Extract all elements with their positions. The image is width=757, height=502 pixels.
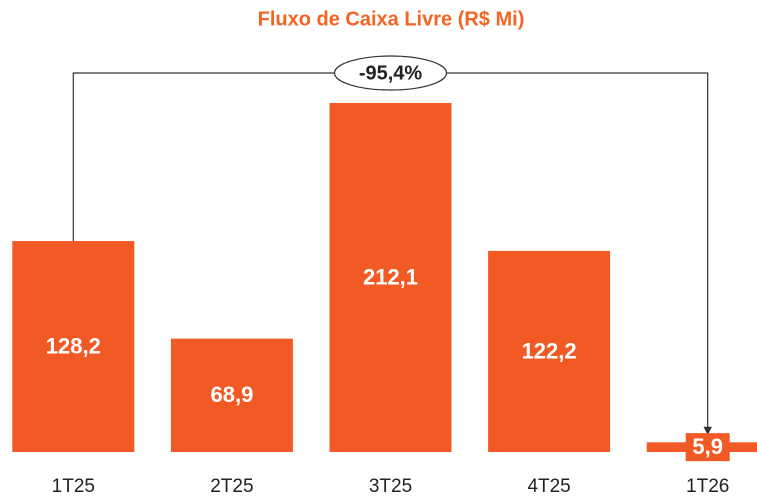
value-label: 68,9 [210, 382, 253, 407]
x-tick-label: 4T25 [527, 476, 570, 497]
value-label: 128,2 [46, 333, 101, 358]
x-tick-label: 3T25 [369, 476, 412, 497]
x-tick-label: 1T25 [52, 476, 95, 497]
x-tick-label: 2T25 [210, 476, 253, 497]
bar [12, 241, 135, 452]
value-label: 212,1 [363, 264, 418, 289]
x-tick-label: 1T26 [686, 476, 729, 497]
annotation: -95,4% [359, 62, 423, 84]
chart-title: Fluxo de Caixa Livre (R$ Mi) [258, 8, 525, 30]
bar [329, 103, 452, 452]
annotation-ellipse [333, 55, 448, 91]
value-label-box [685, 433, 730, 462]
value-label: 5,9 [692, 434, 723, 459]
bar [170, 338, 293, 452]
value-label: 122,2 [522, 338, 577, 363]
bar [488, 250, 611, 452]
